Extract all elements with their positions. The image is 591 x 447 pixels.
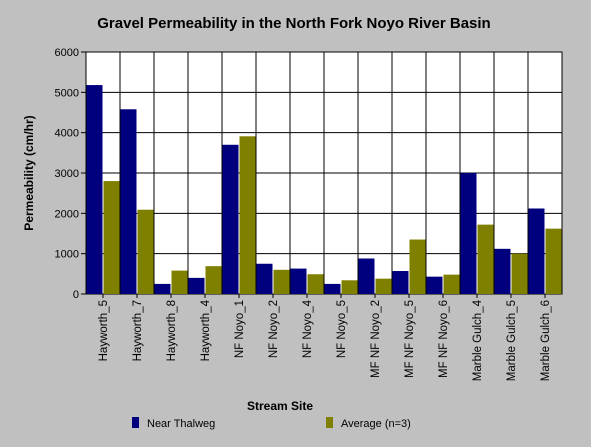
y-tick-label-3: 3000 [55, 168, 79, 180]
bar-0-10 [426, 276, 443, 294]
y-tick-label-2: 2000 [55, 208, 79, 220]
x-tick-label-4: NF Noyo_1 [234, 300, 246, 358]
x-tick-label-8: MF NF Noyo_2 [370, 300, 382, 378]
bar-1-2 [171, 270, 188, 294]
x-tick-label-5: NF Noyo_2 [268, 300, 280, 358]
bar-0-3 [188, 277, 205, 294]
x-tick-label-11: Marble Gulch_4 [472, 299, 484, 381]
bar-1-12 [511, 253, 528, 294]
bar-1-6 [307, 274, 324, 294]
legend: Near Thalweg Average (n=3) [132, 417, 411, 430]
bar-1-8 [375, 278, 392, 294]
bar-1-9 [409, 239, 426, 294]
x-tick-label-12: Marble Gulch_5 [506, 300, 518, 381]
bar-0-2 [154, 283, 171, 294]
bar-1-11 [477, 224, 494, 294]
legend-label-0: Near Thalweg [147, 418, 215, 430]
x-axis-ticks: Hayworth_5 Hayworth_7 Hayworth_8 Hayworth_4… [98, 294, 552, 381]
x-tick-label-7: NF Noyo_5 [336, 300, 348, 358]
bar-0-1 [120, 109, 137, 294]
bar-0-8 [358, 258, 375, 294]
bar-1-0 [103, 181, 120, 294]
legend-swatch-1 [326, 417, 333, 428]
bar-1-7 [341, 280, 358, 294]
bar-0-0 [86, 85, 103, 294]
x-tick-label-13: Marble Gulch_6 [540, 300, 552, 381]
legend-swatch-0 [132, 417, 139, 428]
bar-0-5 [256, 263, 273, 294]
bar-0-12 [494, 248, 511, 294]
x-tick-label-6: NF Noyo_4 [302, 299, 314, 358]
x-tick-label-1: Hayworth_7 [132, 300, 144, 361]
x-tick-label-10: MF NF Noyo_6 [438, 300, 450, 378]
bar-0-6 [290, 268, 307, 294]
bar-0-7 [324, 283, 341, 294]
y-tick-label-1: 1000 [55, 249, 79, 261]
bar-1-13 [545, 228, 562, 294]
x-tick-label-9: MF NF Noyo_5 [404, 300, 416, 378]
x-tick-label-2: Hayworth_8 [166, 300, 178, 361]
y-tick-label-4: 4000 [55, 128, 79, 140]
bar-1-3 [205, 266, 222, 294]
bar-1-4 [239, 136, 256, 294]
y-axis-label: Permeability (cm/hr) [22, 115, 36, 230]
bar-1-5 [273, 269, 290, 294]
x-axis-label: Stream Site [247, 399, 313, 413]
chart-title: Gravel Permeability in the North Fork No… [97, 15, 490, 32]
bar-0-11 [460, 173, 477, 294]
x-tick-label-0: Hayworth_5 [98, 300, 110, 361]
y-tick-label-0: 0 [73, 289, 79, 301]
legend-label-1: Average (n=3) [341, 418, 411, 430]
bar-1-10 [443, 274, 460, 294]
bar-1-1 [137, 209, 154, 294]
bar-0-13 [528, 208, 545, 294]
y-tick-label-5: 5000 [55, 87, 79, 99]
y-tick-label-6: 6000 [55, 47, 79, 59]
bars [86, 85, 562, 294]
y-axis-ticks: 0 1000 2000 3000 4000 5000 6000 [55, 47, 86, 301]
bar-0-9 [392, 271, 409, 294]
x-tick-label-3: Hayworth_4 [200, 299, 212, 361]
bar-0-4 [222, 144, 239, 294]
